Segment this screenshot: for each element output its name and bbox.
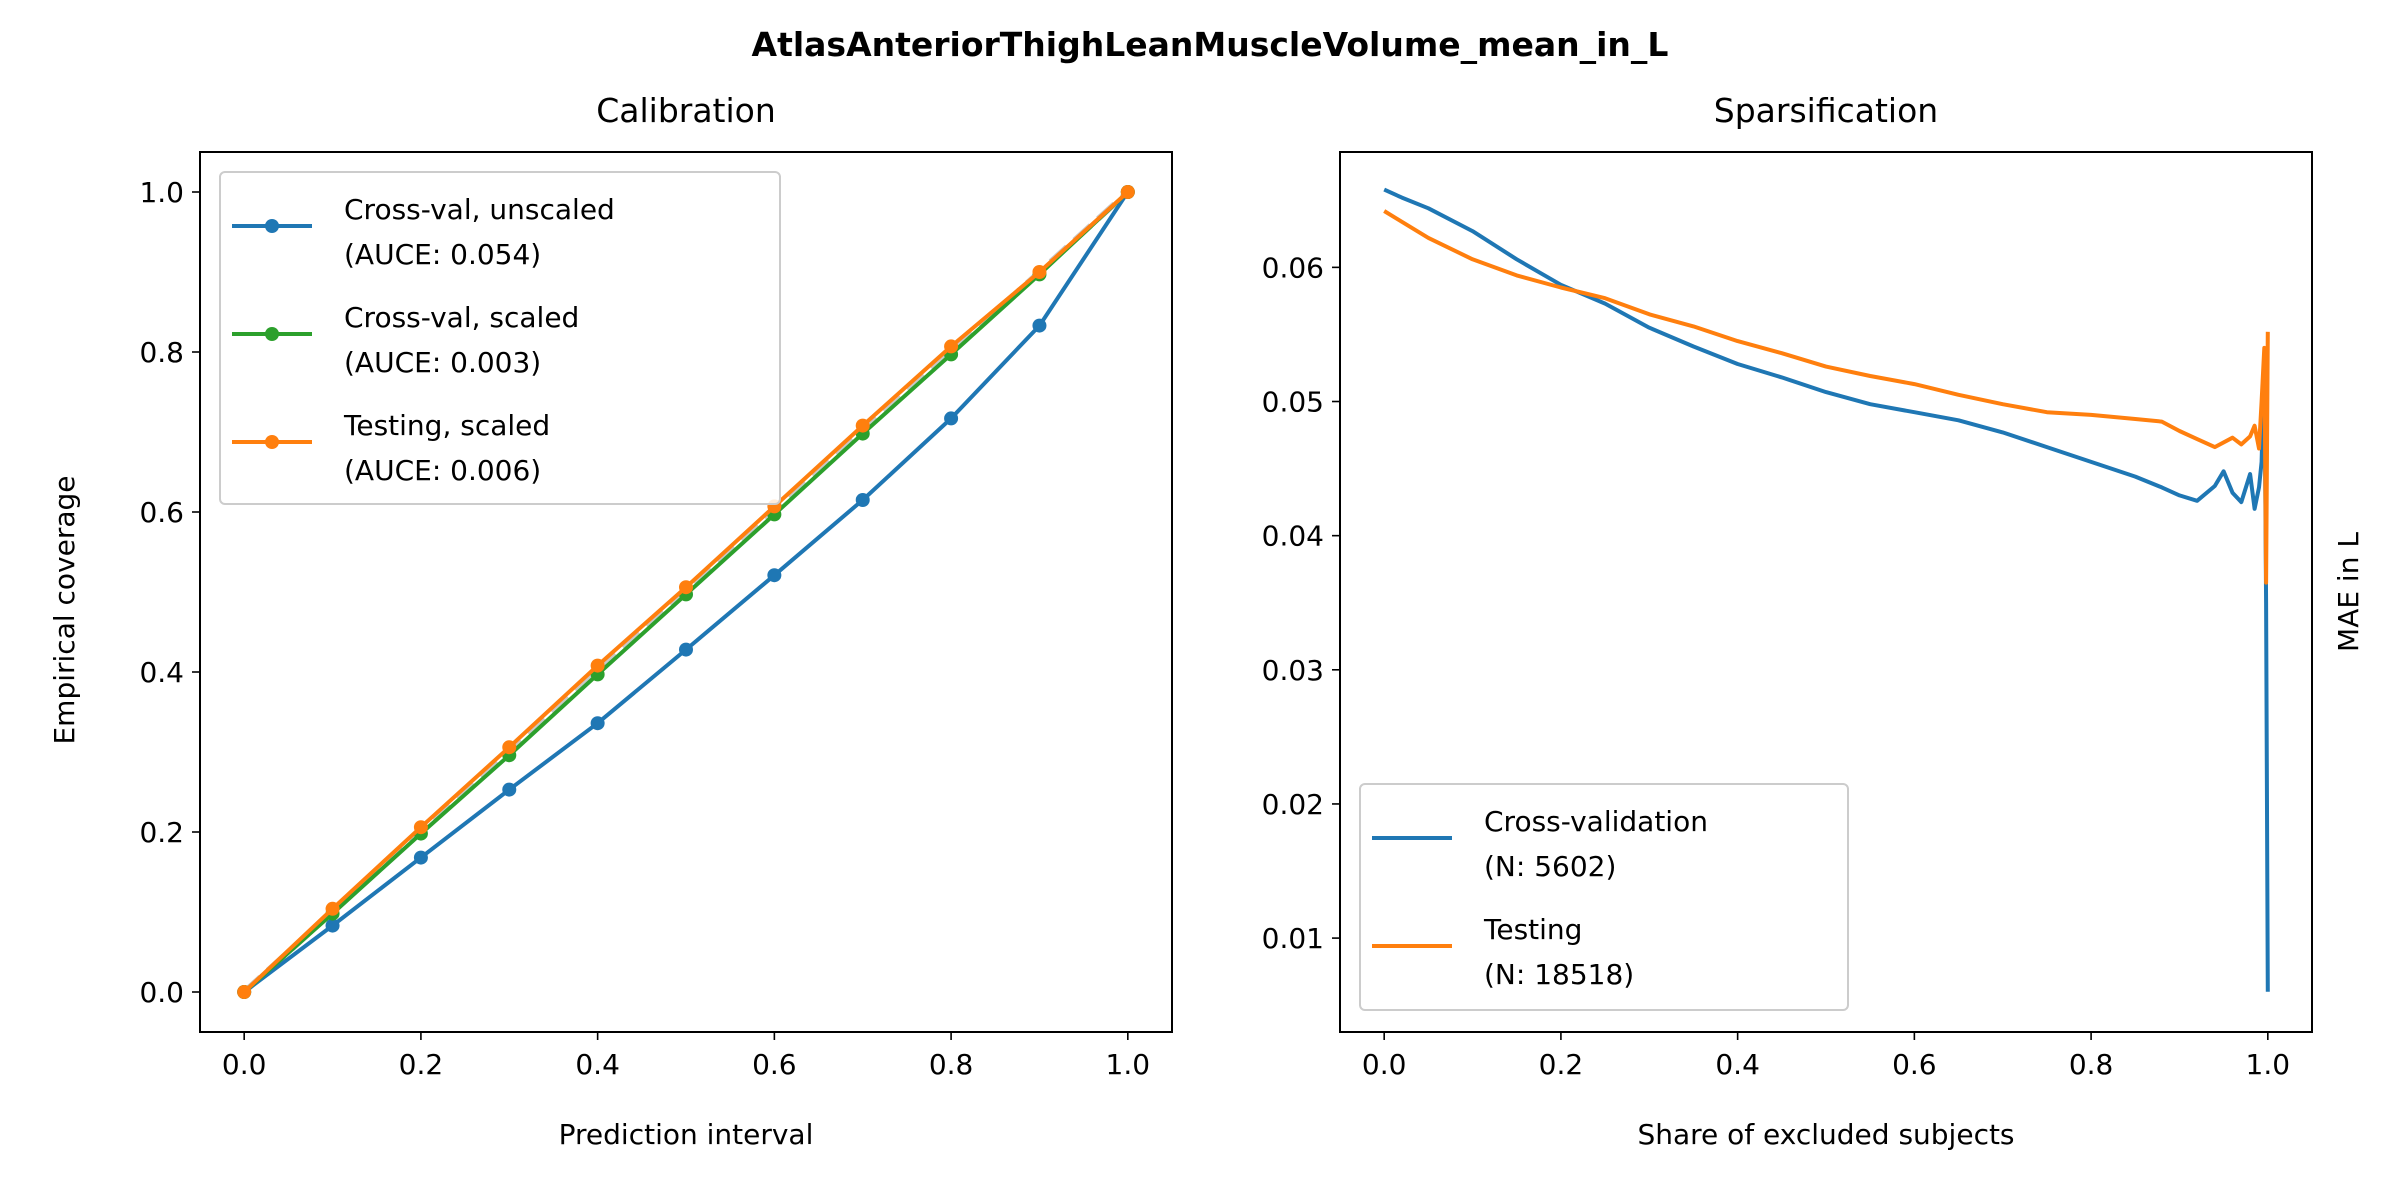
sparsification-y-tick-label: 0.03 <box>1262 654 1324 687</box>
calibration-frame <box>199 151 1173 1033</box>
calibration-data-point <box>1032 265 1047 279</box>
sparsification-y-tick-label: 0.04 <box>1262 520 1324 553</box>
calibration-data-point <box>413 820 428 835</box>
calibration-legend-label: Cross-val, unscaled <box>344 193 615 226</box>
calibration-y-tick-label: 0.6 <box>139 496 184 529</box>
sparsification-x-axis-label: Share of excluded subjects <box>1637 1118 2014 1151</box>
sparsification-y-tick-label: 0.01 <box>1262 922 1324 955</box>
sparsification-legend-label: Cross-validation <box>1484 805 1708 838</box>
sparsification-legend-label: (N: 18518) <box>1484 958 1634 991</box>
sparsification-y-tick-label: 0.02 <box>1262 788 1324 821</box>
calibration-legend-label: Cross-val, scaled <box>344 301 579 334</box>
calibration-legend-label: (AUCE: 0.006) <box>344 454 541 487</box>
calibration-data-point <box>325 918 340 933</box>
sparsification-legend-label: (N: 5602) <box>1484 850 1616 883</box>
calibration-x-tick-label: 0.0 <box>222 1048 267 1081</box>
calibration-data-point <box>855 493 870 507</box>
figure-title: AtlasAnteriorThighLeanMuscleVolume_mean_… <box>752 25 1669 64</box>
calibration-legend-marker <box>265 435 279 449</box>
calibration-data-point <box>944 411 959 426</box>
calibration-data-point <box>855 418 870 433</box>
calibration-legend-marker <box>265 327 279 341</box>
calibration-data-point <box>325 901 340 916</box>
sparsification-title: Sparsification <box>1714 91 1938 130</box>
sparsification-plot: Sparsification Share of excluded subject… <box>1262 91 2365 1151</box>
calibration-x-tick-label: 0.8 <box>929 1048 974 1081</box>
calibration-data-point <box>1120 185 1135 199</box>
calibration-data-point <box>502 740 517 755</box>
calibration-y-axis-label: Empirical coverage <box>48 475 81 744</box>
calibration-data-point <box>1032 318 1047 333</box>
sparsification-y-axis-label: MAE in L <box>2332 532 2365 652</box>
calibration-x-tick-label: 0.6 <box>752 1048 797 1081</box>
sparsification-x-tick-label: 0.6 <box>1892 1048 1937 1081</box>
calibration-data-point <box>590 658 605 673</box>
sparsification-y-tick-label: 0.05 <box>1262 386 1324 419</box>
calibration-data-point <box>413 850 428 865</box>
calibration-legend-marker <box>265 219 279 233</box>
sparsification-x-tick-label: 0.2 <box>1539 1048 1584 1081</box>
sparsification-x-tick-label: 0.8 <box>2069 1048 2114 1081</box>
calibration-x-tick-label: 0.2 <box>399 1048 444 1081</box>
calibration-y-tick-label: 0.4 <box>139 656 184 689</box>
calibration-y-tick-label: 0.8 <box>139 336 184 369</box>
calibration-data-point <box>590 716 605 731</box>
sparsification-legend-label: Testing <box>1483 913 1582 946</box>
calibration-x-tick-label: 1.0 <box>1106 1048 1151 1081</box>
sparsification-y-tick-label: 0.06 <box>1262 251 1324 284</box>
calibration-y-tick-label: 1.0 <box>139 176 184 209</box>
calibration-x-tick-label: 0.4 <box>575 1048 620 1081</box>
calibration-legend-label: (AUCE: 0.054) <box>344 238 541 271</box>
sparsification-frame <box>1339 151 2313 1033</box>
sparsification-x-tick-label: 0.4 <box>1715 1048 1760 1081</box>
calibration-legend-label: Testing, scaled <box>343 409 550 442</box>
calibration-legend-box <box>219 171 781 505</box>
sparsification-x-tick-label: 0.0 <box>1362 1048 1407 1081</box>
calibration-x-axis-label: Prediction interval <box>559 1118 814 1151</box>
calibration-legend-label: (AUCE: 0.003) <box>344 346 541 379</box>
calibration-data-point <box>767 568 782 583</box>
calibration-data-point <box>237 985 252 999</box>
calibration-y-tick-label: 0.2 <box>139 816 184 849</box>
calibration-data-point <box>944 339 959 354</box>
sparsification-legend-box <box>1359 783 1849 1011</box>
calibration-data-point <box>679 580 693 595</box>
sparsification-series-line <box>1383 209 2270 585</box>
calibration-title: Calibration <box>596 91 776 130</box>
calibration-data-point <box>502 782 517 797</box>
calibration-plot: Calibration Prediction interval Empirica… <box>48 91 1173 1151</box>
calibration-y-tick-label: 0.0 <box>139 976 184 1009</box>
calibration-data-point <box>679 642 693 657</box>
sparsification-x-tick-label: 1.0 <box>2246 1048 2291 1081</box>
